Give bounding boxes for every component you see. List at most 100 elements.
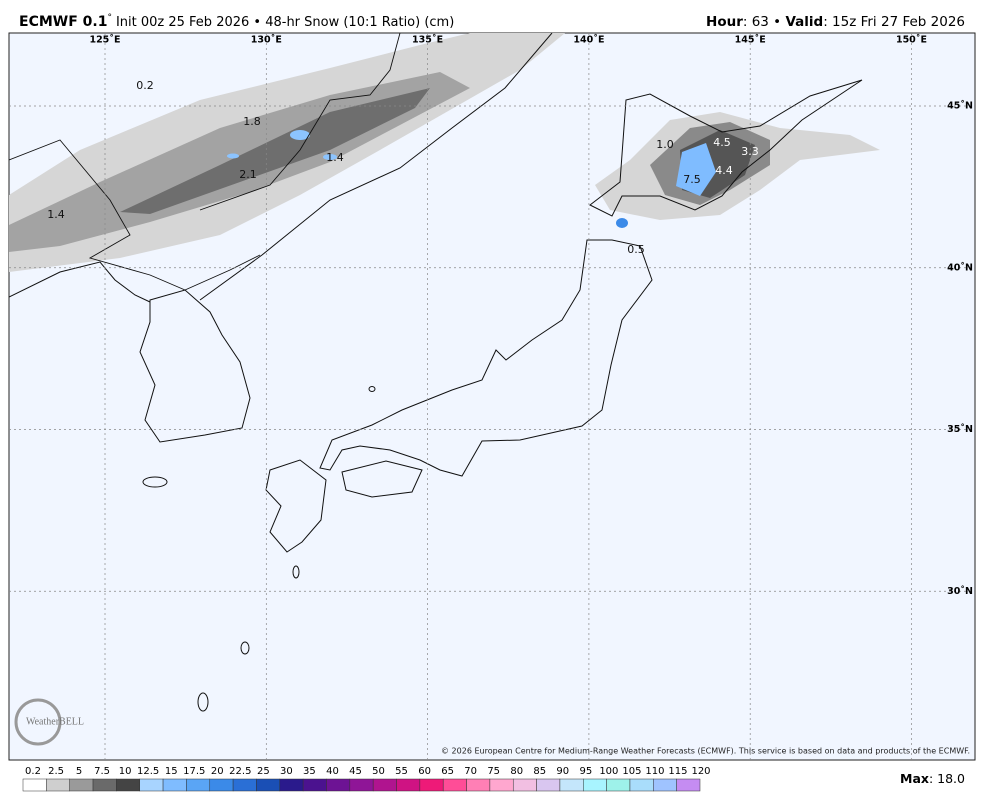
kyushu <box>265 459 327 553</box>
lon-label: 125˚E <box>89 35 120 46</box>
legend-label: 10 <box>119 766 132 777</box>
map-label: 0.5 <box>627 243 645 256</box>
legend-label: 60 <box>418 766 431 777</box>
legend-swatch <box>139 778 164 792</box>
legend-swatch <box>46 778 70 792</box>
island <box>292 565 300 579</box>
legend-label: 7.5 <box>94 766 110 777</box>
legend-swatch <box>653 778 677 792</box>
watermark-logo <box>14 698 62 746</box>
legend-label: 17.5 <box>183 766 205 777</box>
legend-label: 55 <box>395 766 408 777</box>
legend: 0.2 2.5 5 7.5 10 12.5 15 17.5 20 22.5 25 30 35 40 45 50… <box>22 766 711 792</box>
legend-swatch <box>116 778 140 792</box>
map-label: 7.5 <box>683 173 701 186</box>
coastline <box>199 33 553 301</box>
legend-label: 95 <box>579 766 592 777</box>
legend-swatch <box>326 778 351 792</box>
border <box>199 33 401 211</box>
island <box>240 641 250 655</box>
legend-swatch <box>209 778 234 792</box>
legend-swatch <box>349 778 374 792</box>
lat-labels: 45˚N 40˚N 35˚N 30˚N <box>947 101 973 597</box>
snow-blue <box>676 143 716 196</box>
lat-label: 45˚N <box>947 101 973 112</box>
map-label: 0.2 <box>136 79 154 92</box>
valid: : 15z Fri 27 Feb 2026 <box>823 14 965 30</box>
legend-label: 35 <box>303 766 316 777</box>
legend-label: 85 <box>533 766 546 777</box>
legend-swatch <box>162 778 187 792</box>
hokkaido <box>589 79 863 217</box>
legend-swatch <box>396 778 421 792</box>
shikoku <box>341 460 423 498</box>
lon-label: 145˚E <box>735 35 766 46</box>
lat-label: 40˚N <box>947 262 973 273</box>
lat-label: 30˚N <box>947 586 973 597</box>
island <box>368 386 376 392</box>
legend-label: 50 <box>372 766 385 777</box>
max: Max: 18.0 <box>900 771 965 786</box>
snow-dark <box>120 88 430 214</box>
legend-swatch <box>256 778 281 792</box>
legend-label: 0.2 <box>25 766 41 777</box>
snow-blue <box>323 154 337 160</box>
legend-swatch <box>466 778 491 792</box>
legend-label: 115 <box>668 766 687 777</box>
max-value: : 18.0 <box>929 771 965 786</box>
map-label: 1.0 <box>656 138 674 151</box>
legend-swatch <box>372 778 397 792</box>
legend-swatch <box>489 778 514 792</box>
legend-swatch <box>512 778 537 792</box>
lat-label: 35˚N <box>947 424 973 435</box>
legend-label: 110 <box>645 766 664 777</box>
legend-label: 100 <box>599 766 618 777</box>
legend-label: 70 <box>464 766 477 777</box>
legend-label: 105 <box>622 766 641 777</box>
legend-label: 90 <box>556 766 569 777</box>
map-label: 1.4 <box>47 208 65 221</box>
run-info: Init 00z 25 Feb 2026 • 48-hr Snow (10:1 … <box>116 15 454 30</box>
copyright: © 2026 European Centre for Medium-Range … <box>441 747 970 756</box>
honshu <box>319 239 653 477</box>
degree: ° <box>107 13 112 23</box>
legend-label: 25 <box>257 766 270 777</box>
legend-swatch <box>232 778 257 792</box>
border <box>9 139 186 291</box>
map-label: 4.4 <box>715 164 733 177</box>
legend-label: 12.5 <box>137 766 159 777</box>
valid-label: Valid <box>785 14 823 30</box>
legend-label: 5 <box>76 766 82 777</box>
korea <box>139 289 251 443</box>
legend-swatch <box>186 778 211 792</box>
graticule <box>9 33 975 760</box>
lon-label: 130˚E <box>251 35 282 46</box>
snow-blue <box>616 218 628 228</box>
map-label: 4.5 <box>713 136 731 149</box>
legend-label: 15 <box>165 766 178 777</box>
legend-swatch <box>629 778 654 792</box>
legend-label: 75 <box>487 766 500 777</box>
legend-label: 120 <box>691 766 710 777</box>
legend-swatch <box>606 778 631 792</box>
legend-swatch <box>92 778 117 792</box>
legend-swatch <box>583 778 607 792</box>
hour: : 63 • <box>743 14 786 30</box>
legend-label: 2.5 <box>48 766 64 777</box>
legend-label: 22.5 <box>229 766 251 777</box>
legend-swatch <box>22 778 47 792</box>
legend-swatch <box>442 778 467 792</box>
map-label: 1.4 <box>326 151 344 164</box>
model: ECMWF 0.1 <box>19 14 107 30</box>
legend-label: 30 <box>280 766 293 777</box>
legend-label: 40 <box>326 766 339 777</box>
snow-blue <box>290 130 310 140</box>
legend-swatch <box>536 778 561 792</box>
map <box>9 33 975 760</box>
lon-label: 140˚E <box>573 35 604 46</box>
legend-swatch <box>676 778 701 792</box>
legend-swatch <box>419 778 444 792</box>
watermark: WeatherBELL <box>26 716 84 727</box>
legend-swatch <box>559 778 584 792</box>
